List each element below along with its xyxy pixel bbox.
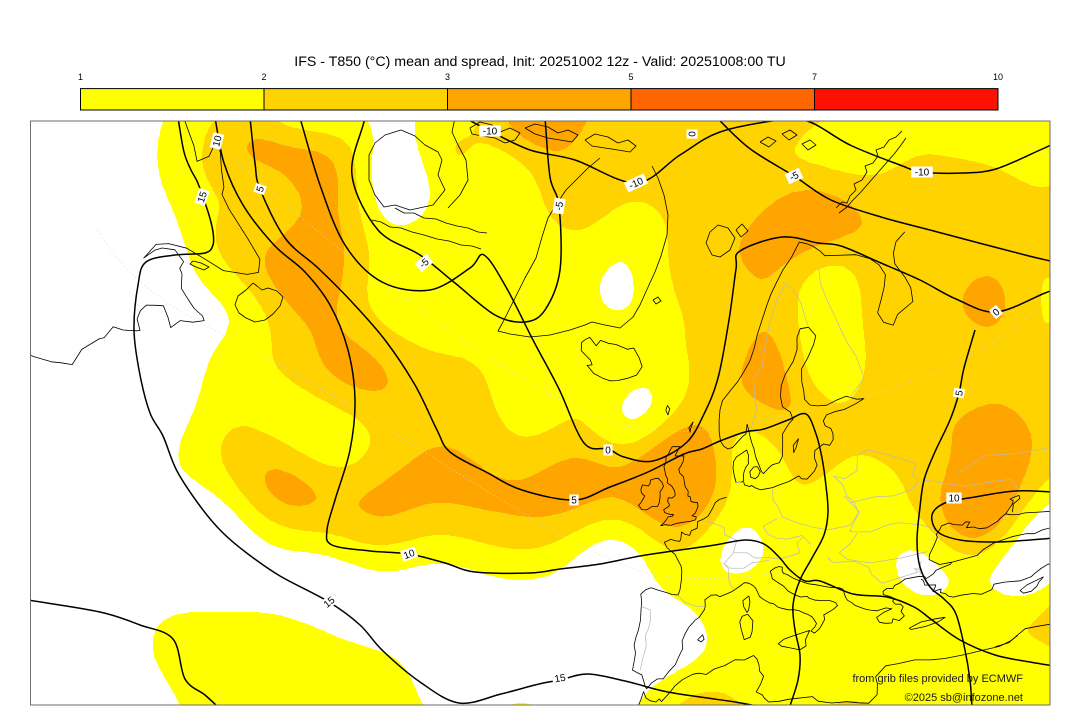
svg-text:0: 0 <box>991 306 1003 318</box>
svg-text:-10: -10 <box>483 127 498 138</box>
svg-text:©2025 sb@infozone.net: ©2025 sb@infozone.net <box>905 692 1023 704</box>
svg-text:2: 2 <box>261 72 266 82</box>
svg-text:10: 10 <box>402 548 417 562</box>
svg-text:15: 15 <box>196 190 210 204</box>
svg-text:5: 5 <box>255 185 267 194</box>
svg-text:from grib files provided by EC: from grib files provided by ECMWF <box>852 673 1023 685</box>
svg-text:0: 0 <box>605 446 611 457</box>
svg-text:5: 5 <box>628 72 633 82</box>
svg-text:5: 5 <box>571 496 577 507</box>
svg-text:15: 15 <box>554 673 567 686</box>
svg-text:10: 10 <box>948 494 960 505</box>
svg-text:5: 5 <box>954 389 966 397</box>
svg-text:7: 7 <box>812 72 817 82</box>
svg-text:-5: -5 <box>554 200 566 211</box>
svg-text:0: 0 <box>688 131 699 137</box>
svg-text:-10: -10 <box>915 168 930 179</box>
svg-text:IFS - T850 (°C) mean and sprea: IFS - T850 (°C) mean and spread, Init: 2… <box>294 54 786 70</box>
svg-text:1: 1 <box>78 72 83 82</box>
svg-text:10: 10 <box>993 72 1003 82</box>
svg-text:3: 3 <box>445 72 450 82</box>
svg-text:10: 10 <box>211 134 225 148</box>
